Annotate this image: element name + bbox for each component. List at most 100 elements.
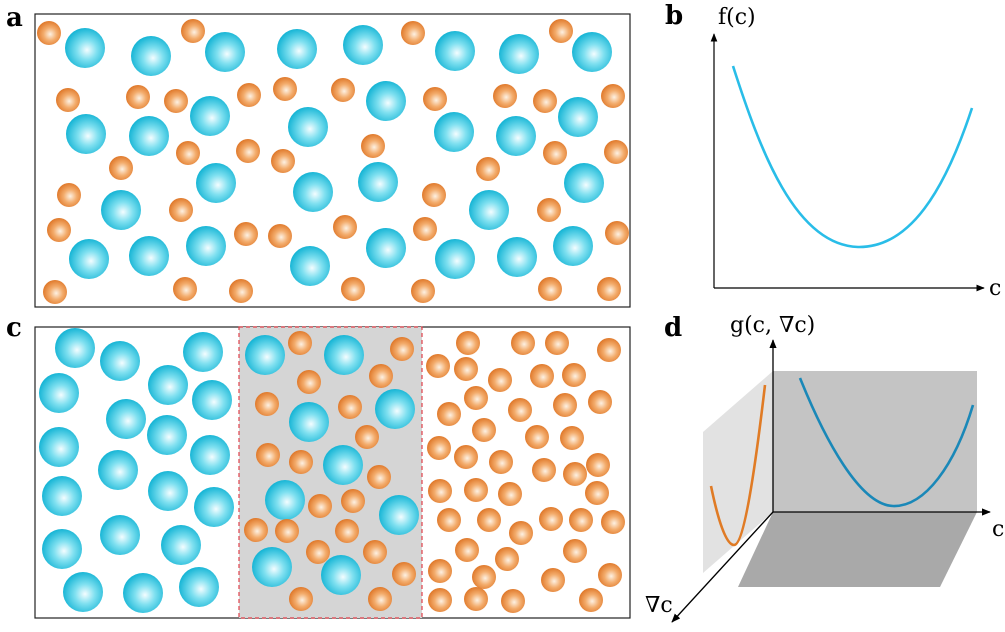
panel-a-small-particle xyxy=(229,279,253,303)
panel-a-small-particle xyxy=(543,141,567,165)
panel-a-small-particle xyxy=(236,139,260,163)
panel-c-small-particle xyxy=(488,368,512,392)
panel-c-small-particle xyxy=(569,508,593,532)
panel-d-gradient-axis-label: ∇c xyxy=(645,593,673,618)
panel-a-large-particle xyxy=(290,246,330,286)
panel-c-small-particle xyxy=(525,425,549,449)
panel-c-small-particle xyxy=(390,337,414,361)
panel-c-small-particle xyxy=(495,547,519,571)
panel-a-label: a xyxy=(6,3,23,33)
panel-a-large-particle xyxy=(101,190,141,230)
panel-c-small-particle xyxy=(472,418,496,442)
panel-a-small-particle xyxy=(331,78,355,102)
panel-c-small-particle xyxy=(586,453,610,477)
panel-a-particles xyxy=(37,19,629,304)
panel-c-small-particle xyxy=(428,588,452,612)
panel-d-back-curve xyxy=(798,377,975,508)
panel-c-large-particle xyxy=(98,450,138,490)
panel-c-large-particle xyxy=(192,380,232,420)
panel-a-small-particle xyxy=(601,84,625,108)
panel-c-large-particle xyxy=(323,445,363,485)
panel-c-small-particle xyxy=(368,587,392,611)
panel-c-small-particle xyxy=(579,588,603,612)
panel-c-small-particle xyxy=(545,331,569,355)
panel-d: d g(c, ∇c) c ∇c xyxy=(645,313,1004,623)
panel-c-small-particle xyxy=(297,370,321,394)
panel-c-small-particle xyxy=(355,425,379,449)
panel-c-large-particle xyxy=(324,335,364,375)
panel-c-large-particle xyxy=(375,389,415,429)
panel-c-small-particle xyxy=(501,589,525,613)
panel-d-vertical-axis-label: g(c, ∇c) xyxy=(730,313,815,338)
panel-a-small-particle xyxy=(173,277,197,301)
panel-a-large-particle xyxy=(131,36,171,76)
panel-b-label: b xyxy=(665,1,683,31)
panel-a-small-particle xyxy=(109,156,133,180)
panel-c-small-particle xyxy=(563,539,587,563)
panel-a-small-particle xyxy=(422,183,446,207)
panel-c-small-particle xyxy=(427,436,451,460)
panel-a-small-particle xyxy=(57,183,81,207)
panel-a-small-particle xyxy=(126,85,150,109)
panel-c-small-particle xyxy=(454,445,478,469)
panel-c-large-particle xyxy=(100,515,140,555)
panel-c-small-particle xyxy=(539,507,563,531)
panel-a-small-particle xyxy=(401,21,425,45)
panel-a-small-particle xyxy=(413,217,437,241)
panel-c-small-particle xyxy=(560,426,584,450)
panel-a-large-particle xyxy=(129,236,169,276)
panel-d-back-plane xyxy=(773,371,977,512)
panel-c-small-particle xyxy=(363,540,387,564)
panel-c-particles xyxy=(39,328,625,613)
panel-c-small-particle xyxy=(477,508,501,532)
panel-a-large-particle xyxy=(277,29,317,69)
panel-a-small-particle xyxy=(164,89,188,113)
panel-c-large-particle xyxy=(147,415,187,455)
panel-a-small-particle xyxy=(237,83,261,107)
panel-c-small-particle xyxy=(601,510,625,534)
panel-a-large-particle xyxy=(558,97,598,137)
panel-c-small-particle xyxy=(306,540,330,564)
panel-d-c-axis-label: c xyxy=(992,517,1004,542)
panel-a-large-particle xyxy=(499,34,539,74)
panel-c-small-particle xyxy=(428,479,452,503)
panel-a-small-particle xyxy=(268,224,292,248)
panel-c-small-particle xyxy=(341,489,365,513)
panel-c-small-particle xyxy=(553,393,577,417)
panel-a-large-particle xyxy=(205,32,245,72)
panel-a-large-particle xyxy=(497,237,537,277)
panel-a-small-particle xyxy=(271,149,295,173)
panel-c-small-particle xyxy=(498,482,522,506)
panel-c-large-particle xyxy=(106,399,146,439)
panel-c-small-particle xyxy=(541,568,565,592)
panel-c-small-particle xyxy=(509,521,533,545)
panel-c-large-particle xyxy=(321,555,361,595)
panel-c-small-particle xyxy=(456,331,480,355)
panel-c-small-particle xyxy=(472,565,496,589)
panel-c-large-particle xyxy=(42,476,82,516)
panel-a-small-particle xyxy=(43,280,67,304)
panel-b: b f(c) c xyxy=(665,1,1001,301)
panel-c-small-particle xyxy=(244,518,268,542)
panel-c-large-particle xyxy=(183,332,223,372)
panel-a: a xyxy=(6,3,631,308)
panel-c-large-particle xyxy=(265,480,305,520)
panel-a-large-particle xyxy=(366,81,406,121)
panel-c-large-particle xyxy=(245,335,285,375)
panel-c-small-particle xyxy=(288,331,312,355)
panel-a-small-particle xyxy=(538,277,562,301)
panel-c-large-particle xyxy=(289,402,329,442)
panel-a-small-particle xyxy=(341,277,365,301)
panel-c-small-particle xyxy=(585,481,609,505)
panel-a-large-particle xyxy=(196,163,236,203)
panel-a-large-particle xyxy=(343,25,383,65)
panel-c-small-particle xyxy=(464,587,488,611)
panel-a-large-particle xyxy=(66,114,106,154)
panel-c-small-particle xyxy=(369,364,393,388)
panel-a-large-particle xyxy=(564,163,604,203)
panel-c-large-particle xyxy=(190,435,230,475)
panel-a-large-particle xyxy=(435,31,475,71)
panel-b-y-axis-label: f(c) xyxy=(718,5,756,30)
panel-c-small-particle xyxy=(508,398,532,422)
panel-a-small-particle xyxy=(423,87,447,111)
